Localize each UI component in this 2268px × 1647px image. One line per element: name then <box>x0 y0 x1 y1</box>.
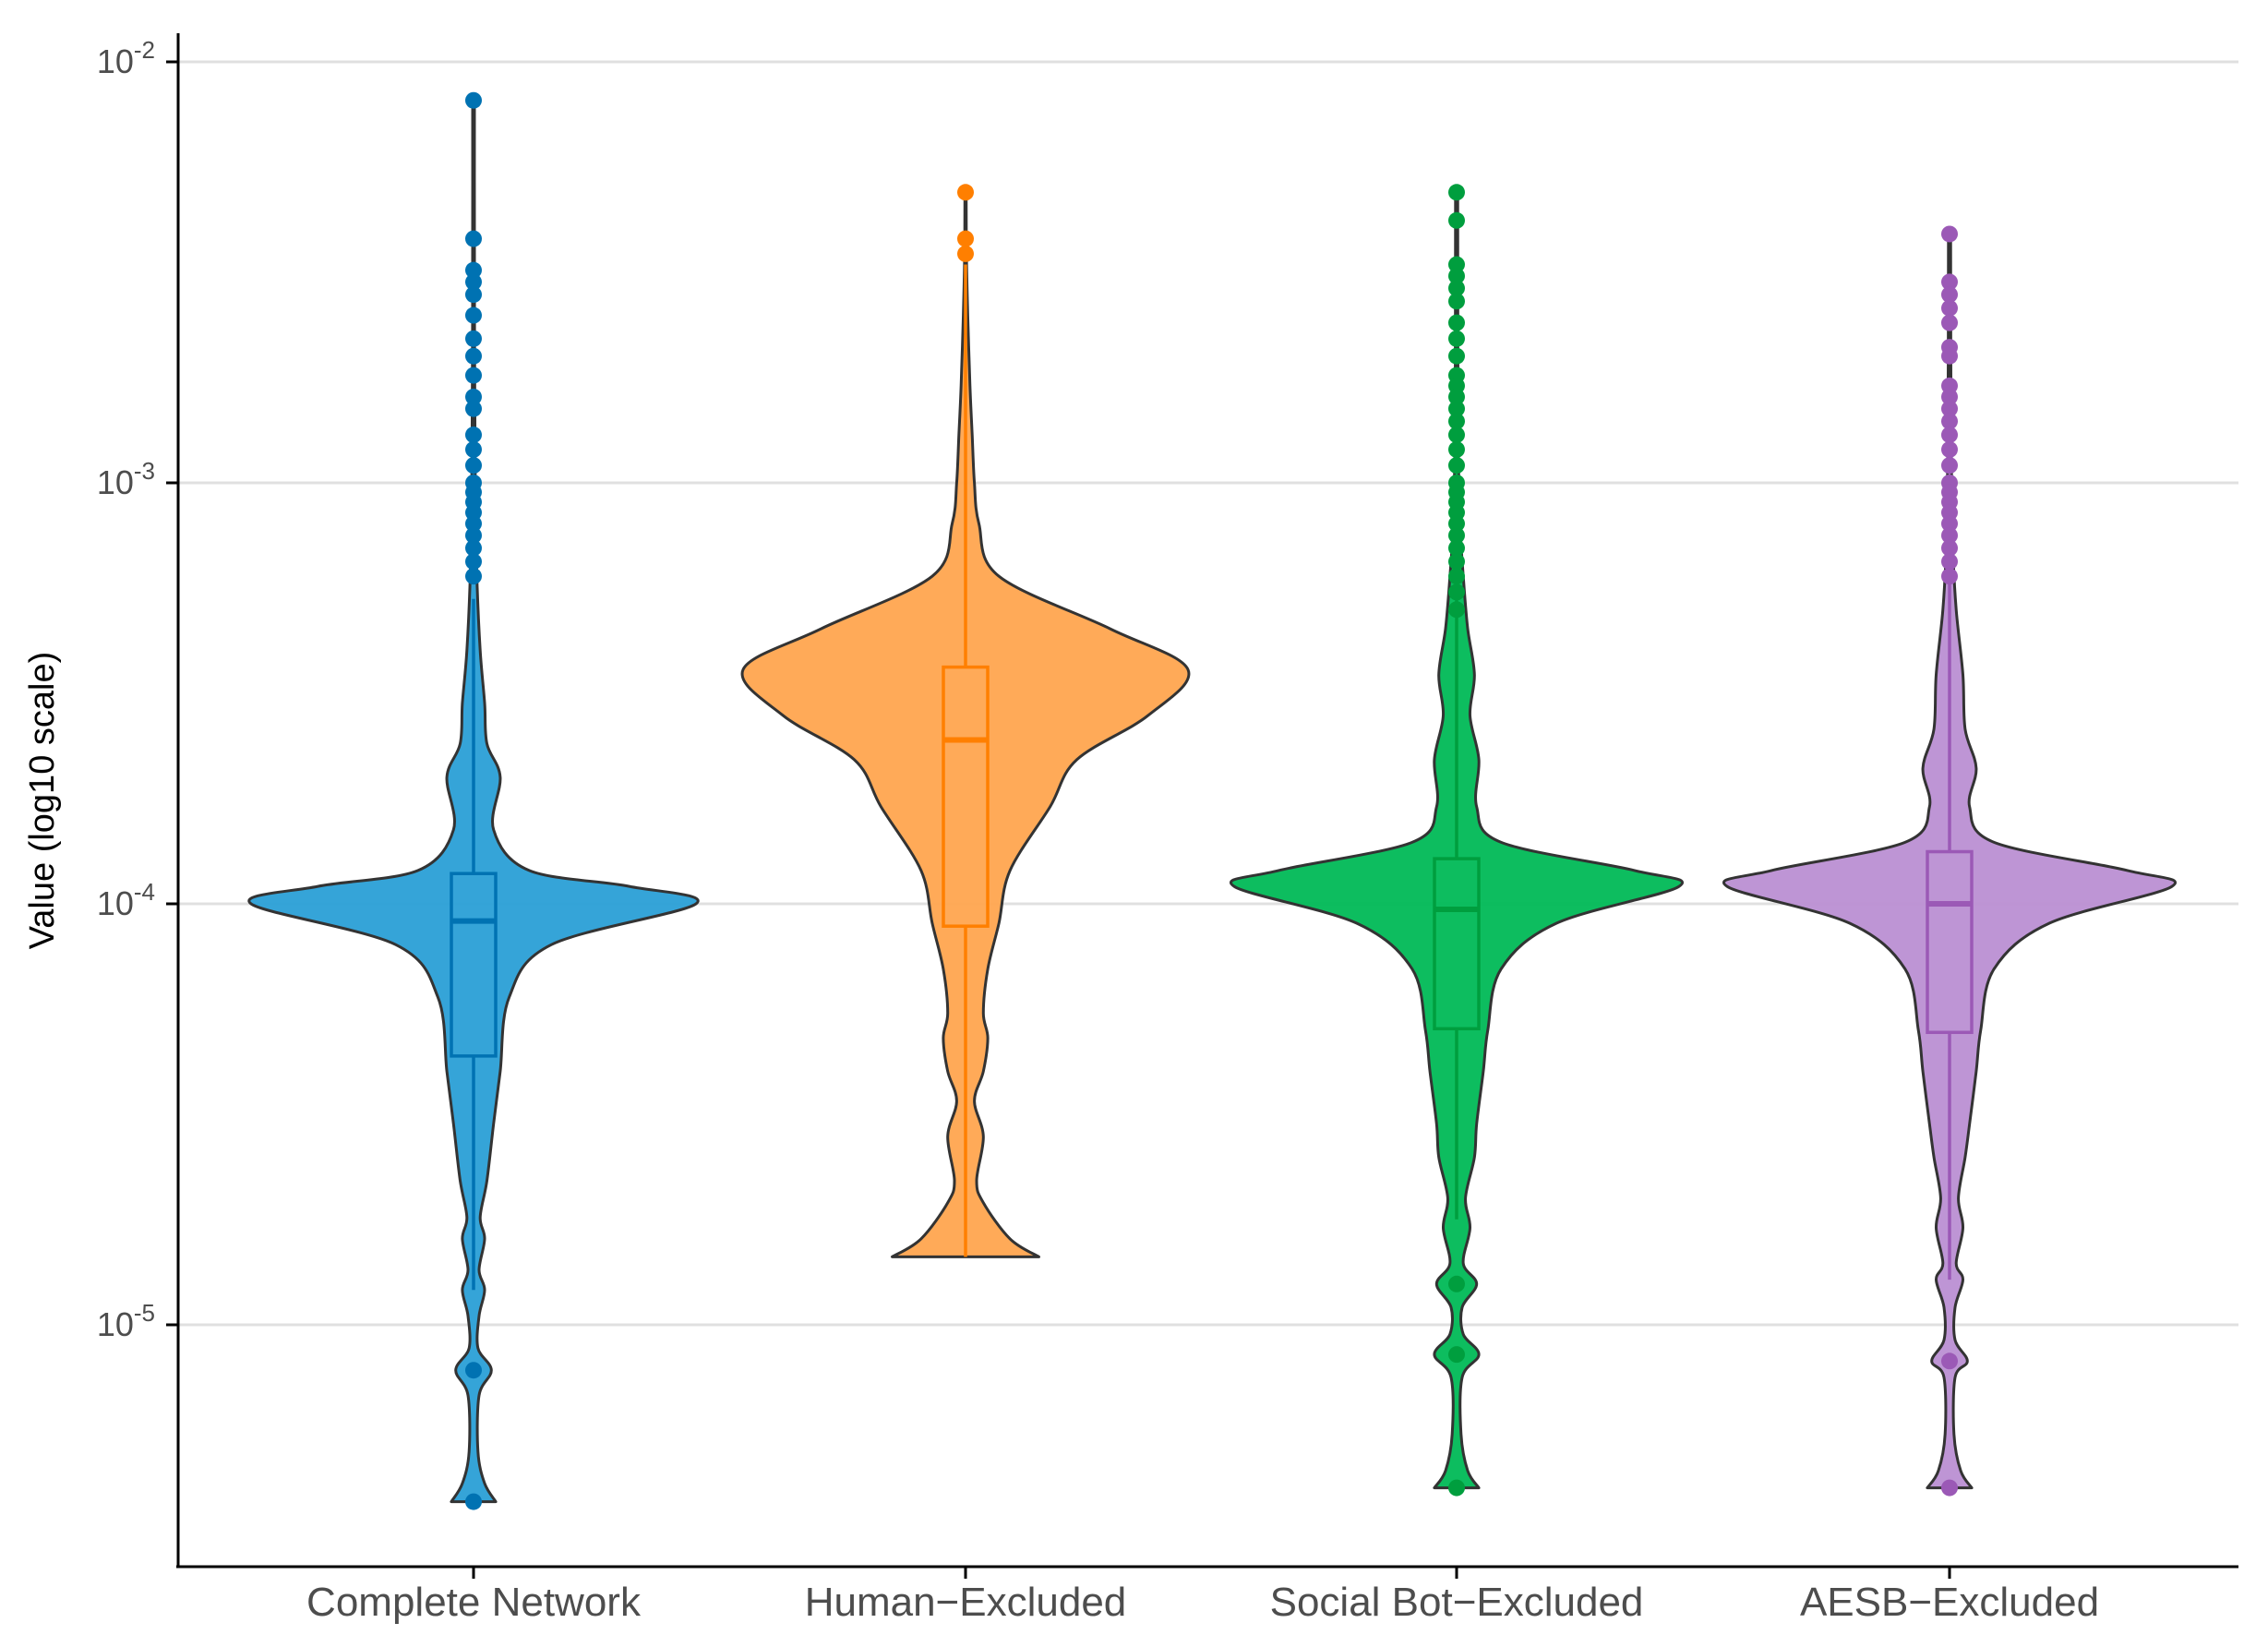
outlier-point <box>957 245 974 262</box>
outlier-point <box>1941 515 1958 533</box>
x-tick-label: Social Bot−Excluded <box>1270 1580 1644 1625</box>
box <box>450 872 498 1058</box>
x-tick-label: Complete Network <box>306 1580 642 1625</box>
outlier-point <box>465 553 482 571</box>
outlier-point <box>1941 273 1958 291</box>
y-tick-label: 10-3 <box>97 457 155 501</box>
violin-group <box>1722 225 2177 1497</box>
outlier-point <box>1941 299 1958 317</box>
outlier-point <box>1941 286 1958 304</box>
outlier-point <box>465 427 482 444</box>
outlier-point <box>1941 457 1958 475</box>
box <box>1433 857 1481 1031</box>
outlier-point <box>465 330 482 347</box>
outlier-point <box>465 388 482 405</box>
outlier-point <box>1448 314 1465 331</box>
outlier-point <box>1941 413 1958 430</box>
outlier-point <box>1448 440 1465 458</box>
outlier-point <box>1448 526 1465 544</box>
outlier-point <box>957 230 974 247</box>
outlier-point <box>1448 280 1465 297</box>
y-tick-label: 10-2 <box>97 36 155 80</box>
outlier-point <box>1448 413 1465 430</box>
outlier-point <box>465 568 482 585</box>
outlier-point <box>1448 256 1465 273</box>
outlier-point <box>465 539 482 557</box>
outlier-point <box>1448 515 1465 533</box>
outlier-point <box>1941 539 1958 557</box>
outlier-point <box>1448 184 1465 201</box>
violin-group <box>740 184 1191 1258</box>
outlier-point <box>465 91 482 109</box>
outlier-point <box>1448 211 1465 229</box>
outlier-point <box>1941 553 1958 571</box>
y-tick-label: 10-4 <box>97 878 155 922</box>
y-axis-label: Value (log10 scale) <box>23 652 62 949</box>
violin-group <box>247 91 700 1510</box>
outlier-point <box>465 400 482 417</box>
box <box>1926 849 1974 1035</box>
y-ticks: 10-5 10-4 10-3 10-2 <box>97 36 178 1343</box>
outlier-point <box>1448 1275 1465 1292</box>
outlier-point <box>1448 457 1465 475</box>
outlier-point <box>465 230 482 247</box>
outlier-point <box>1941 1352 1958 1370</box>
outlier-point <box>465 273 482 291</box>
outlier-point <box>465 440 482 458</box>
outlier-point <box>1448 427 1465 444</box>
outlier-point <box>957 184 974 201</box>
outlier-point <box>1941 388 1958 405</box>
outlier-point <box>1941 225 1958 243</box>
outlier-point <box>465 1493 482 1510</box>
outlier-point <box>1941 314 1958 331</box>
outlier-point <box>1448 267 1465 284</box>
axes <box>176 33 2238 1569</box>
violins <box>247 91 2177 1510</box>
outlier-point <box>1448 568 1465 585</box>
outlier-point <box>1448 388 1465 405</box>
outlier-point <box>1941 427 1958 444</box>
outlier-point <box>1941 400 1958 417</box>
box <box>942 665 990 928</box>
outlier-point <box>1941 347 1958 365</box>
outlier-point <box>465 515 482 533</box>
violin-group <box>1230 184 1684 1497</box>
outlier-point <box>1448 553 1465 571</box>
outlier-point <box>1941 440 1958 458</box>
outlier-point <box>1448 1346 1465 1364</box>
outlier-point <box>1448 1479 1465 1497</box>
y-tick-label: 10-5 <box>97 1299 155 1343</box>
outlier-point <box>1448 583 1465 601</box>
outlier-point <box>1941 526 1958 544</box>
outlier-point <box>1448 601 1465 619</box>
outlier-point <box>1448 330 1465 347</box>
outlier-point <box>1448 539 1465 557</box>
outlier-point <box>465 261 482 279</box>
outlier-point <box>1448 293 1465 310</box>
outlier-point <box>1941 1479 1958 1497</box>
x-tick-label: AESB−Excluded <box>1800 1580 2099 1625</box>
outlier-point <box>465 367 482 384</box>
x-ticks: Complete Network Human−Excluded Social Bot… <box>306 1567 2099 1625</box>
outlier-point <box>465 347 482 365</box>
outlier-point <box>465 1362 482 1379</box>
outlier-point <box>465 457 482 475</box>
outlier-point <box>465 307 482 324</box>
outlier-point <box>465 526 482 544</box>
outlier-point <box>465 286 482 304</box>
x-tick-label: Human−Excluded <box>805 1580 1127 1625</box>
outlier-point <box>1941 568 1958 585</box>
outlier-point <box>1448 347 1465 365</box>
outlier-point <box>1448 400 1465 417</box>
